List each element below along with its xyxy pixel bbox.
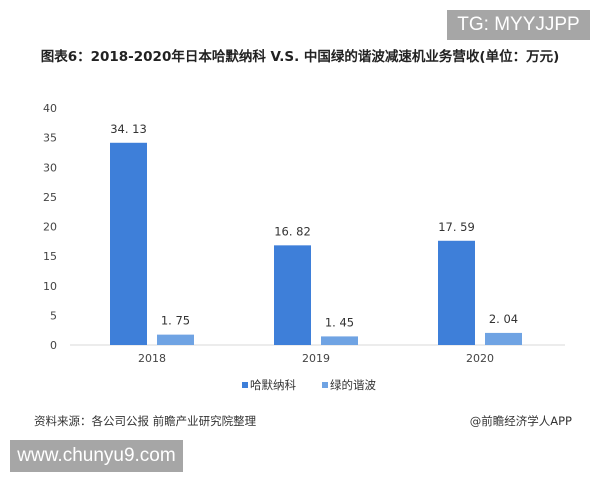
- y-tick-label: 40: [43, 102, 57, 115]
- bar-绿的谐波-2018: [157, 334, 194, 345]
- watermark-url: www.chunyu9.com: [10, 440, 183, 472]
- bar-绿的谐波-2019: [321, 336, 358, 345]
- y-tick-label: 5: [50, 309, 57, 322]
- data-label: 17. 59: [438, 220, 475, 234]
- y-tick-label: 0: [50, 339, 57, 352]
- bar-哈默纳科-2018: [110, 142, 147, 345]
- bar-绿的谐波-2020: [485, 332, 522, 345]
- legend-marker: [242, 382, 248, 388]
- x-tick-label: 2018: [138, 352, 166, 365]
- bar-哈默纳科-2020: [438, 240, 475, 345]
- x-tick-label: 2019: [302, 352, 330, 365]
- credit-note: @前瞻经济学人APP: [469, 414, 572, 428]
- y-tick-label: 20: [43, 221, 57, 234]
- y-tick-label: 15: [43, 250, 57, 263]
- x-tick-label: 2020: [466, 352, 494, 365]
- legend-marker: [322, 382, 328, 388]
- y-tick-label: 25: [43, 191, 57, 204]
- watermark-tg: TG: MYYJJPP: [447, 10, 590, 40]
- chart-title: 图表6：2018-2020年日本哈默纳科 V.S. 中国绿的谐波减速机业务营收(…: [40, 49, 560, 65]
- data-label: 1. 75: [161, 314, 190, 328]
- data-label: 16. 82: [274, 224, 311, 238]
- data-label: 1. 45: [325, 315, 354, 329]
- legend-label: 哈默纳科: [250, 378, 296, 392]
- data-label: 2. 04: [489, 312, 518, 326]
- source-note: 资料来源：各公司公报 前瞻产业研究院整理: [34, 414, 257, 428]
- y-tick-label: 30: [43, 161, 57, 174]
- y-tick-label: 10: [43, 280, 57, 293]
- y-tick-label: 35: [43, 132, 57, 145]
- bar-哈默纳科-2019: [274, 245, 311, 345]
- legend-label: 绿的谐波: [330, 378, 376, 392]
- data-label: 34. 13: [110, 122, 147, 136]
